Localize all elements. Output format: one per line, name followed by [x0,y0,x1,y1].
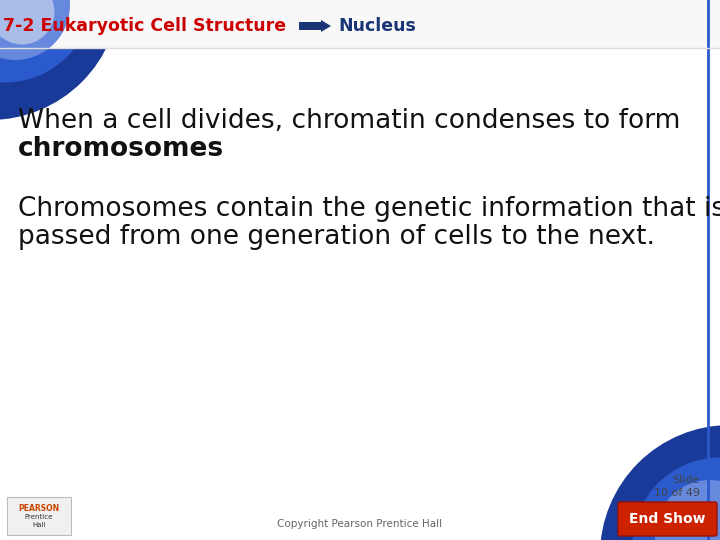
Ellipse shape [600,425,720,540]
Text: Nucleus: Nucleus [338,17,416,35]
FancyBboxPatch shape [7,497,71,535]
Text: Copyright Pearson Prentice Hall: Copyright Pearson Prentice Hall [277,519,443,529]
FancyArrow shape [299,20,331,32]
Ellipse shape [0,0,120,120]
Text: PEARSON: PEARSON [19,504,60,513]
Text: .: . [180,136,189,162]
Text: End Show: End Show [629,512,706,526]
Ellipse shape [655,480,720,540]
Ellipse shape [0,0,92,83]
FancyBboxPatch shape [618,502,717,536]
Text: Prentice: Prentice [24,514,53,520]
Ellipse shape [632,457,720,540]
Bar [0,0,720,48]
Text: Hall: Hall [32,522,46,528]
Ellipse shape [0,0,55,44]
Text: 7-2 Eukaryotic Cell Structure: 7-2 Eukaryotic Cell Structure [4,17,287,35]
Text: When a cell divides, chromatin condenses to form: When a cell divides, chromatin condenses… [18,108,680,134]
Text: chromosomes: chromosomes [18,136,224,162]
Ellipse shape [0,0,70,60]
Text: Slide
10 of 49: Slide 10 of 49 [654,475,700,498]
Text: passed from one generation of cells to the next.: passed from one generation of cells to t… [18,224,655,250]
Text: Chromosomes contain the genetic information that is: Chromosomes contain the genetic informat… [18,196,720,222]
